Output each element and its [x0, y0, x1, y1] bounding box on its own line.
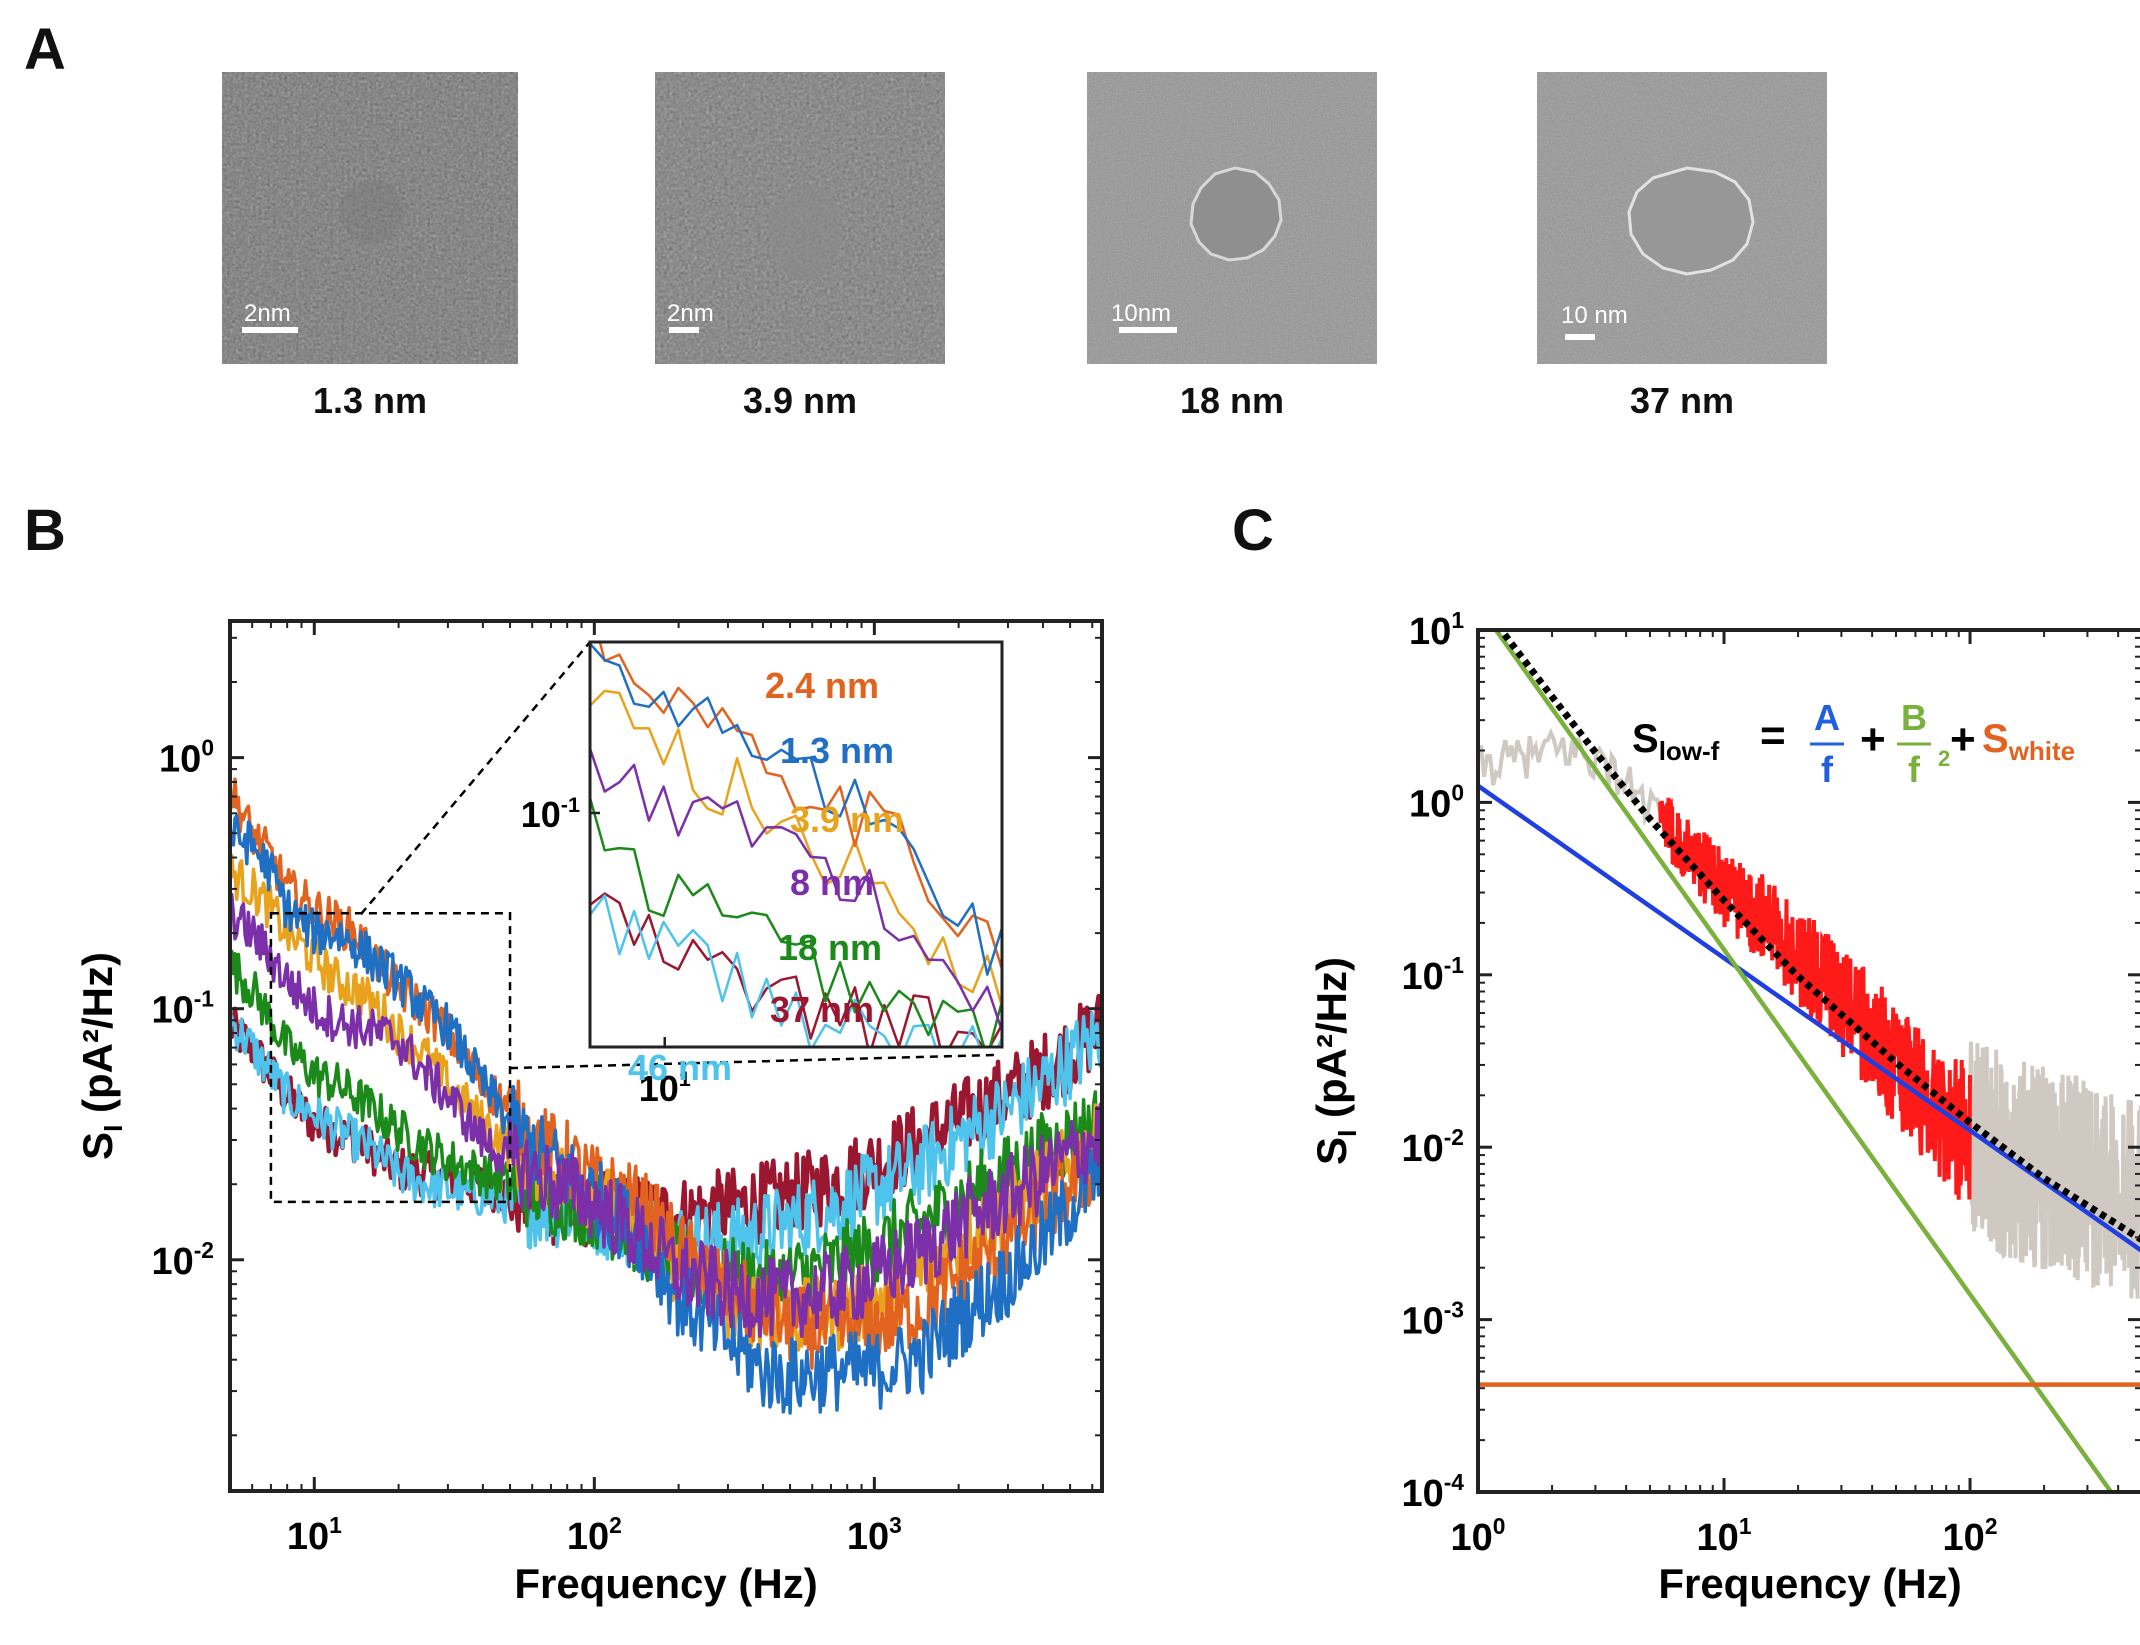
panel-label-b: B [24, 498, 66, 563]
inset-line-3-9-nm [590, 689, 1002, 1007]
series-line-red [1658, 797, 1972, 1200]
panel-label-a: A [24, 17, 66, 82]
zoom-box [269, 911, 512, 1204]
series-group [230, 777, 1102, 1415]
y-tick-label: 10-1 [1401, 952, 1464, 998]
plot-frame [1476, 628, 2140, 1494]
inset-line-8-nm [590, 748, 1002, 1032]
y-tick-label: 10-1 [151, 986, 214, 1032]
scale-label: 10 nm [1561, 302, 1628, 329]
inset-y-tick-label: 10-1 [521, 792, 580, 835]
inset-line-46-nm [590, 894, 1002, 1047]
tem-caption-3: 18 nm [1179, 380, 1285, 421]
x-axis-label: Frequency (Hz) [1658, 1560, 1961, 1607]
x-tick-label: 101 [1697, 1513, 1752, 1559]
equation-a-denominator: f [1821, 749, 1834, 790]
series-label-8-nm: 8 nm [790, 862, 874, 903]
scale-bar [242, 327, 298, 333]
x-tick-label: 101 [287, 1512, 342, 1558]
zoom-connector [359, 641, 591, 916]
nanopore [1627, 166, 1755, 276]
fit-equation: Slow-f = Af+ Bf 2 + Swhite [1632, 697, 2075, 790]
chart-b: 101 102 103 10-2 10-1 100 Frequency (Hz) SI (pA… [74, 619, 1104, 1607]
x-tick-label: 102 [1943, 1513, 1998, 1559]
tem-image-1: 2nm [222, 72, 518, 364]
fit-line-total-fit [1496, 630, 2140, 1243]
equation-lhs: Slow-f [1632, 717, 1720, 766]
y-tick-label: 10-2 [151, 1237, 214, 1283]
fit-line-B-f- [1493, 630, 2114, 1492]
inset-line-37-nm [590, 892, 1002, 1047]
fit-line-A-f [1478, 783, 2140, 1253]
tem-image-2: 2nm [655, 72, 945, 364]
y-tick-label: 10-4 [1401, 1469, 1464, 1515]
series-label-2-4-nm: 2.4 nm [765, 665, 879, 706]
nanopore [768, 184, 842, 280]
series-line-1-3-nm [230, 814, 1102, 1415]
equation-white: Swhite [1982, 717, 2075, 766]
panel-label-c: C [1232, 498, 1274, 563]
y-axis-label: SI (pA²/Hz) [1308, 957, 1362, 1165]
inset-line-2-4-nm [598, 642, 1002, 970]
equation-plus: + [1860, 715, 1886, 764]
inset-series-group [590, 642, 1002, 1047]
equation-b-exponent: 2 [1938, 746, 1950, 771]
scale-label: 10nm [1111, 300, 1172, 327]
chart-c: 100 101 10210-410-310-210-1100101Frequency… [1308, 607, 2140, 1607]
series-label-1-3-nm: 1.3 nm [780, 730, 894, 771]
y-tick-label: 101 [1409, 607, 1464, 653]
x-axis-label: Frequency (Hz) [514, 1560, 817, 1607]
series-label-37-nm: 37 nm [770, 989, 874, 1030]
equation-b-numerator: B [1901, 697, 1927, 738]
series-label-18-nm: 18 nm [778, 927, 882, 968]
scale-bar [669, 327, 699, 333]
inset-frame [588, 640, 1004, 1049]
series-line-8-nm [230, 892, 1102, 1339]
equation-plus: + [1950, 715, 1976, 764]
y-tick-label: 10-3 [1401, 1297, 1464, 1343]
x-tick-label: 100 [1451, 1513, 1506, 1559]
equation-b-denominator: f [1908, 749, 1921, 790]
tem-caption-1: 1.3 nm [312, 380, 428, 421]
nanopore [1189, 166, 1283, 262]
scale-label: 2nm [667, 300, 714, 327]
tem-caption-2: 3.9 nm [742, 380, 858, 421]
plot-frame [228, 619, 1104, 1493]
tem-image-3: 10nm [1087, 72, 1377, 364]
scale-bar [1565, 334, 1595, 340]
equation-a-numerator: A [1814, 697, 1840, 738]
y-tick-label: 100 [159, 735, 214, 781]
tem-image-4: 10 nm [1537, 72, 1827, 364]
nanopore [340, 180, 404, 244]
equation-equals: = [1760, 711, 1786, 760]
zoom-connector [509, 1053, 995, 1070]
inset-x-tick-label: 101 [639, 1066, 691, 1109]
series-line-grey-low [1478, 727, 1663, 827]
inset-line-1-3-nm [590, 642, 1002, 976]
scale-bar [1119, 327, 1177, 333]
y-tick-label: 10-2 [1401, 1124, 1464, 1170]
tem-caption-4: 37 nm [1629, 380, 1735, 421]
y-axis-label: SI (pA²/Hz) [74, 952, 128, 1160]
x-tick-label: 103 [847, 1512, 902, 1558]
inset-line-18-nm [590, 797, 1002, 1047]
series-line-grey-high [1968, 1041, 2140, 1299]
x-tick-label: 102 [567, 1512, 622, 1558]
series-label-3-9-nm: 3.9 nm [790, 799, 904, 840]
y-tick-label: 100 [1409, 779, 1464, 825]
scale-label: 2nm [244, 300, 291, 327]
series-group [1478, 630, 2140, 1492]
series-label-46-nm: 46 nm [628, 1047, 732, 1088]
